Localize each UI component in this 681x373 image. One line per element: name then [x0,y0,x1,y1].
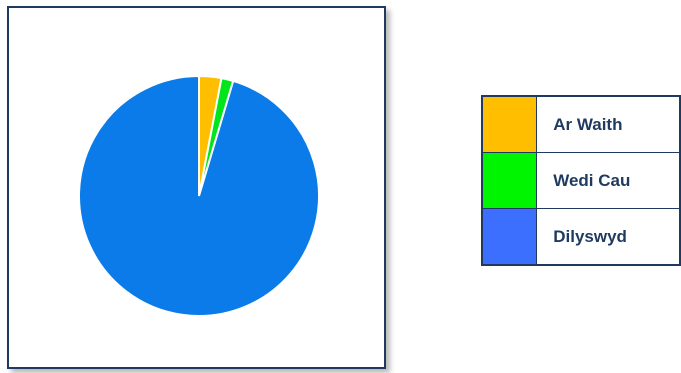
legend-label: Ar Waith [536,95,681,153]
legend-entry: Dilyswyd [481,208,681,266]
legend-swatch [481,95,538,153]
legend-swatch [481,152,538,209]
legend-label: Wedi Cau [536,152,681,209]
chart-legend: Ar Waith Wedi Cau Dilyswyd [481,95,681,266]
pie-chart-panel [7,6,386,369]
pie-chart [78,74,320,317]
pie-slice-dilyswyd[interactable] [78,74,320,317]
legend-swatch [481,208,538,266]
legend-entry: Ar Waith [481,95,681,153]
legend-label: Dilyswyd [536,208,681,266]
legend-entry: Wedi Cau [481,152,681,209]
